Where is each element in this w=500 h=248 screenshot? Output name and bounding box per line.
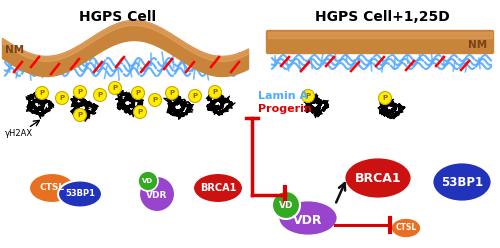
Circle shape [56, 92, 68, 104]
Circle shape [148, 93, 162, 106]
Text: 53BP1: 53BP1 [441, 176, 483, 188]
Circle shape [74, 86, 86, 98]
Text: P: P [136, 90, 140, 96]
Text: P: P [212, 89, 218, 95]
Text: P: P [138, 109, 142, 115]
Text: P: P [306, 93, 310, 99]
Ellipse shape [193, 173, 243, 203]
Text: VD: VD [142, 178, 154, 184]
Circle shape [36, 87, 49, 99]
Text: HGPS Cell+1,25D: HGPS Cell+1,25D [314, 10, 450, 24]
FancyBboxPatch shape [266, 31, 494, 54]
Text: CTSL: CTSL [40, 183, 64, 191]
Text: P: P [170, 90, 174, 96]
Circle shape [272, 191, 300, 219]
Text: BRCA1: BRCA1 [354, 172, 402, 185]
Text: γH2AX: γH2AX [5, 128, 33, 137]
Text: P: P [40, 90, 44, 96]
Circle shape [134, 105, 146, 119]
Text: CTSL: CTSL [396, 223, 416, 233]
Text: NM: NM [5, 45, 24, 55]
Text: NM: NM [468, 40, 487, 50]
Text: HGPS Cell: HGPS Cell [80, 10, 156, 24]
Ellipse shape [391, 218, 421, 238]
Circle shape [138, 171, 158, 191]
Circle shape [208, 86, 222, 98]
Circle shape [302, 90, 314, 102]
Text: BRCA1: BRCA1 [200, 183, 236, 193]
Circle shape [94, 89, 106, 101]
Ellipse shape [58, 181, 102, 208]
Circle shape [188, 90, 202, 102]
Ellipse shape [432, 162, 492, 202]
Ellipse shape [278, 200, 338, 236]
Ellipse shape [344, 157, 412, 199]
Text: P: P [192, 93, 198, 99]
Text: P: P [382, 95, 388, 101]
Text: Progerin: Progerin [258, 104, 312, 114]
Text: P: P [60, 95, 64, 101]
Text: VDR: VDR [293, 214, 323, 226]
Circle shape [139, 176, 175, 212]
Text: P: P [98, 92, 102, 98]
Circle shape [74, 109, 86, 122]
Circle shape [378, 92, 392, 104]
Text: P: P [112, 85, 117, 91]
Circle shape [108, 82, 122, 94]
Text: P: P [78, 89, 82, 95]
Text: P: P [152, 97, 158, 103]
Text: P: P [78, 112, 82, 118]
Text: VD: VD [279, 200, 293, 210]
Text: VDR: VDR [146, 191, 168, 200]
Text: Lamin A: Lamin A [258, 91, 308, 101]
Text: 53BP1: 53BP1 [65, 189, 95, 198]
Ellipse shape [29, 173, 75, 203]
Circle shape [132, 87, 144, 99]
Circle shape [166, 87, 178, 99]
